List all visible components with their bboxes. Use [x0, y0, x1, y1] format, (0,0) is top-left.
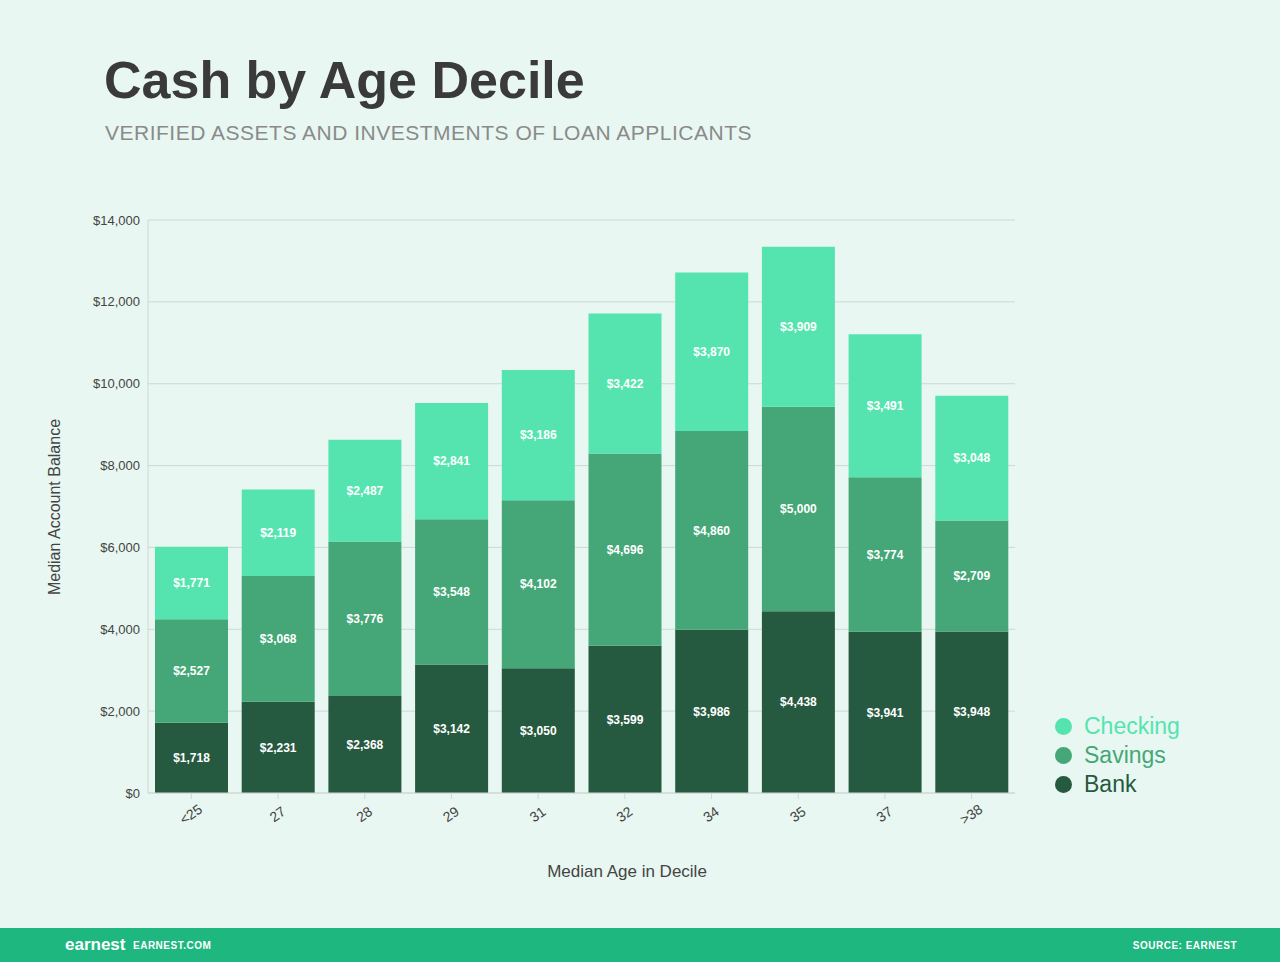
svg-text:$3,941: $3,941: [867, 706, 904, 720]
svg-text:$2,000: $2,000: [100, 704, 140, 719]
svg-text:$0: $0: [126, 786, 140, 801]
svg-text:$8,000: $8,000: [100, 458, 140, 473]
svg-text:$2,119: $2,119: [260, 526, 296, 540]
svg-text:$4,438: $4,438: [780, 695, 817, 709]
svg-text:35: 35: [787, 803, 809, 825]
svg-text:$3,548: $3,548: [433, 585, 470, 599]
html-text:Median Account Balance: Median Account Balance: [46, 418, 63, 596]
html-text:Checking: Checking: [1084, 713, 1180, 739]
svg-text:$3,909: $3,909: [780, 320, 817, 334]
svg-text:28: 28: [353, 803, 375, 825]
svg-text:34: 34: [700, 803, 722, 825]
svg-text:$3,491: $3,491: [867, 399, 904, 413]
svg-text:$4,860: $4,860: [693, 524, 730, 538]
svg-text:$3,948: $3,948: [953, 705, 990, 719]
svg-text:$3,048: $3,048: [953, 451, 990, 465]
svg-text:$3,186: $3,186: [520, 428, 557, 442]
html-text:earnest: earnest: [65, 935, 126, 954]
svg-text:$6,000: $6,000: [100, 540, 140, 555]
svg-text:$2,231: $2,231: [260, 741, 297, 755]
svg-text:27: 27: [267, 803, 289, 825]
svg-text:$1,718: $1,718: [173, 751, 210, 765]
svg-text:$3,050: $3,050: [520, 724, 557, 738]
svg-text:$4,102: $4,102: [520, 577, 557, 591]
svg-text:$3,422: $3,422: [607, 377, 644, 391]
svg-text:>38: >38: [957, 801, 986, 828]
svg-text:$3,870: $3,870: [693, 345, 730, 359]
html-text:Bank: Bank: [1084, 771, 1137, 797]
svg-text:$4,000: $4,000: [100, 622, 140, 637]
svg-text:$3,068: $3,068: [260, 632, 297, 646]
svg-text:$5,000: $5,000: [780, 502, 817, 516]
svg-text:$3,776: $3,776: [347, 612, 384, 626]
svg-text:<25: <25: [176, 801, 205, 828]
svg-text:$2,368: $2,368: [347, 738, 384, 752]
svg-text:$14,000: $14,000: [93, 213, 140, 228]
svg-text:$2,709: $2,709: [953, 569, 990, 583]
svg-text:$3,774: $3,774: [867, 548, 904, 562]
html-text:EARNEST.COM: EARNEST.COM: [133, 940, 212, 951]
svg-text:37: 37: [873, 803, 895, 825]
svg-text:29: 29: [440, 803, 462, 825]
svg-text:$10,000: $10,000: [93, 376, 140, 391]
svg-text:$2,487: $2,487: [347, 484, 384, 498]
html-text:Cash by Age Decile: Cash by Age Decile: [104, 51, 585, 109]
svg-text:$12,000: $12,000: [93, 294, 140, 309]
html-text:Median Age in Decile: Median Age in Decile: [547, 862, 707, 881]
svg-text:32: 32: [613, 803, 635, 825]
svg-text:$1,771: $1,771: [173, 576, 210, 590]
svg-text:$3,142: $3,142: [433, 722, 470, 736]
svg-text:$4,696: $4,696: [607, 543, 644, 557]
html-text:Savings: Savings: [1084, 742, 1166, 768]
svg-text:$2,841: $2,841: [433, 454, 470, 468]
html-text:VERIFIED ASSETS AND INVESTMENT: VERIFIED ASSETS AND INVESTMENTS OF LOAN …: [105, 121, 752, 144]
svg-text:31: 31: [527, 803, 549, 825]
html-text:SOURCE: EARNEST: SOURCE: EARNEST: [1132, 940, 1237, 951]
svg-text:$3,599: $3,599: [607, 713, 644, 727]
svg-text:$3,986: $3,986: [693, 705, 730, 719]
svg-text:$2,527: $2,527: [173, 664, 210, 678]
